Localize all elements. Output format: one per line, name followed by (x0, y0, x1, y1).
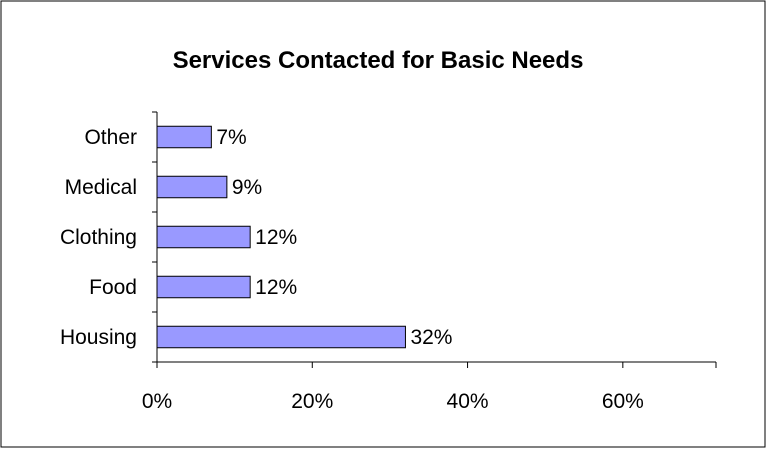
labels: Housing 32% Food 12% Clothing 12% Medical 9% Oth… (60, 126, 453, 349)
category-label: Clothing (60, 226, 137, 249)
data-label: 7% (216, 126, 246, 149)
x-tick-label: 60% (602, 390, 644, 413)
data-label: 12% (255, 276, 297, 299)
data-label: 32% (410, 326, 452, 349)
category-label: Food (89, 276, 137, 299)
bar-food (156, 275, 251, 299)
x-tick-label: 40% (447, 390, 489, 413)
bars (156, 125, 406, 349)
x-tick-label: 20% (291, 390, 333, 413)
data-label: 12% (255, 226, 297, 249)
category-label: Housing (60, 326, 137, 349)
category-label: Medical (65, 176, 137, 199)
bar-medical (156, 175, 228, 199)
bar-housing (156, 325, 406, 349)
category-label: Other (84, 126, 137, 149)
data-label: 9% (232, 176, 262, 199)
axes: 0% 20% 40% 60% (142, 111, 717, 413)
bar-other (156, 125, 212, 149)
x-tick-label: 0% (142, 390, 172, 413)
chart-title: Services Contacted for Basic Needs (173, 47, 584, 74)
bar-clothing (156, 225, 251, 249)
